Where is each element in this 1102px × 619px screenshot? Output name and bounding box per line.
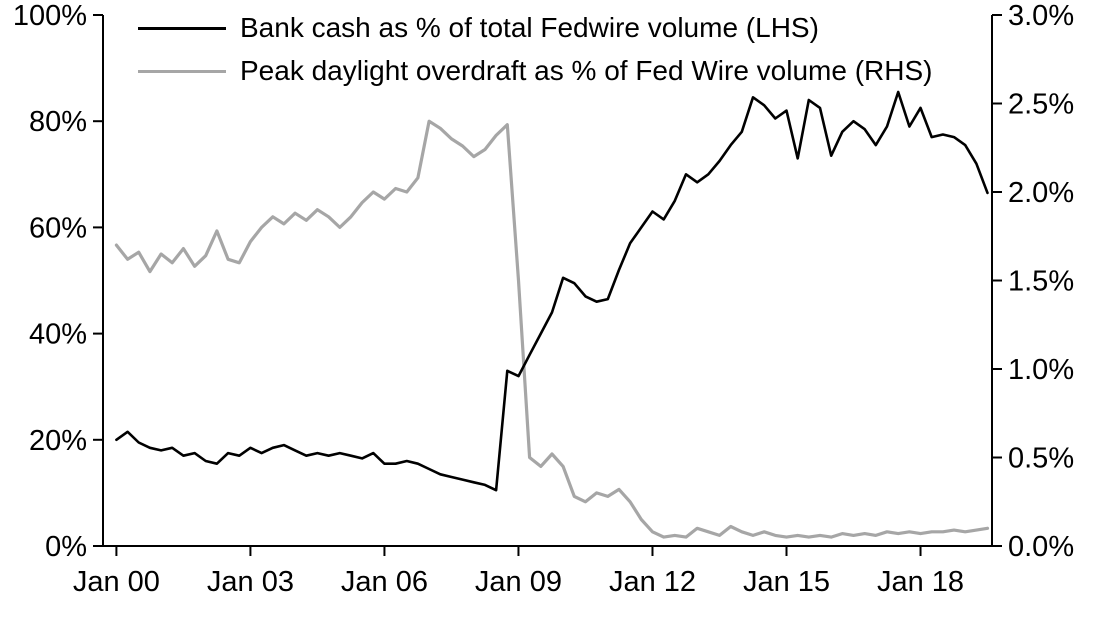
svg-text:1.0%: 1.0% — [1008, 354, 1074, 386]
legend-label-bank-cash: Bank cash as % of total Fedwire volume (… — [240, 12, 819, 43]
svg-text:Jan 18: Jan 18 — [877, 566, 964, 598]
svg-text:Jan 12: Jan 12 — [609, 566, 696, 598]
legend-entry-overdraft: Peak daylight overdraft as % of Fed Wire… — [138, 53, 932, 89]
legend-entry-bank-cash: Bank cash as % of total Fedwire volume (… — [138, 10, 932, 46]
svg-text:Jan 00: Jan 00 — [73, 566, 160, 598]
svg-text:2.5%: 2.5% — [1008, 89, 1074, 121]
legend-label-overdraft: Peak daylight overdraft as % of Fed Wire… — [240, 55, 933, 87]
legend: Bank cash as % of total Fedwire volume (… — [138, 10, 932, 90]
gray-line-sample-icon — [138, 70, 226, 74]
svg-text:2.0%: 2.0% — [1008, 177, 1074, 209]
svg-text:Jan 03: Jan 03 — [207, 566, 294, 598]
svg-text:3.0%: 3.0% — [1008, 0, 1074, 32]
svg-text:20%: 20% — [29, 425, 87, 457]
svg-text:Jan 06: Jan 06 — [341, 566, 428, 598]
svg-text:60%: 60% — [29, 212, 87, 244]
svg-text:80%: 80% — [29, 106, 87, 138]
black-line-sample-icon — [138, 26, 226, 30]
svg-text:0.5%: 0.5% — [1008, 443, 1074, 475]
svg-text:0%: 0% — [45, 531, 87, 563]
svg-text:0.0%: 0.0% — [1008, 531, 1074, 563]
svg-text:Jan 09: Jan 09 — [475, 566, 562, 598]
svg-text:100%: 100% — [13, 0, 87, 32]
svg-text:40%: 40% — [29, 319, 87, 351]
svg-text:Jan 15: Jan 15 — [743, 566, 830, 598]
svg-text:1.5%: 1.5% — [1008, 266, 1074, 298]
